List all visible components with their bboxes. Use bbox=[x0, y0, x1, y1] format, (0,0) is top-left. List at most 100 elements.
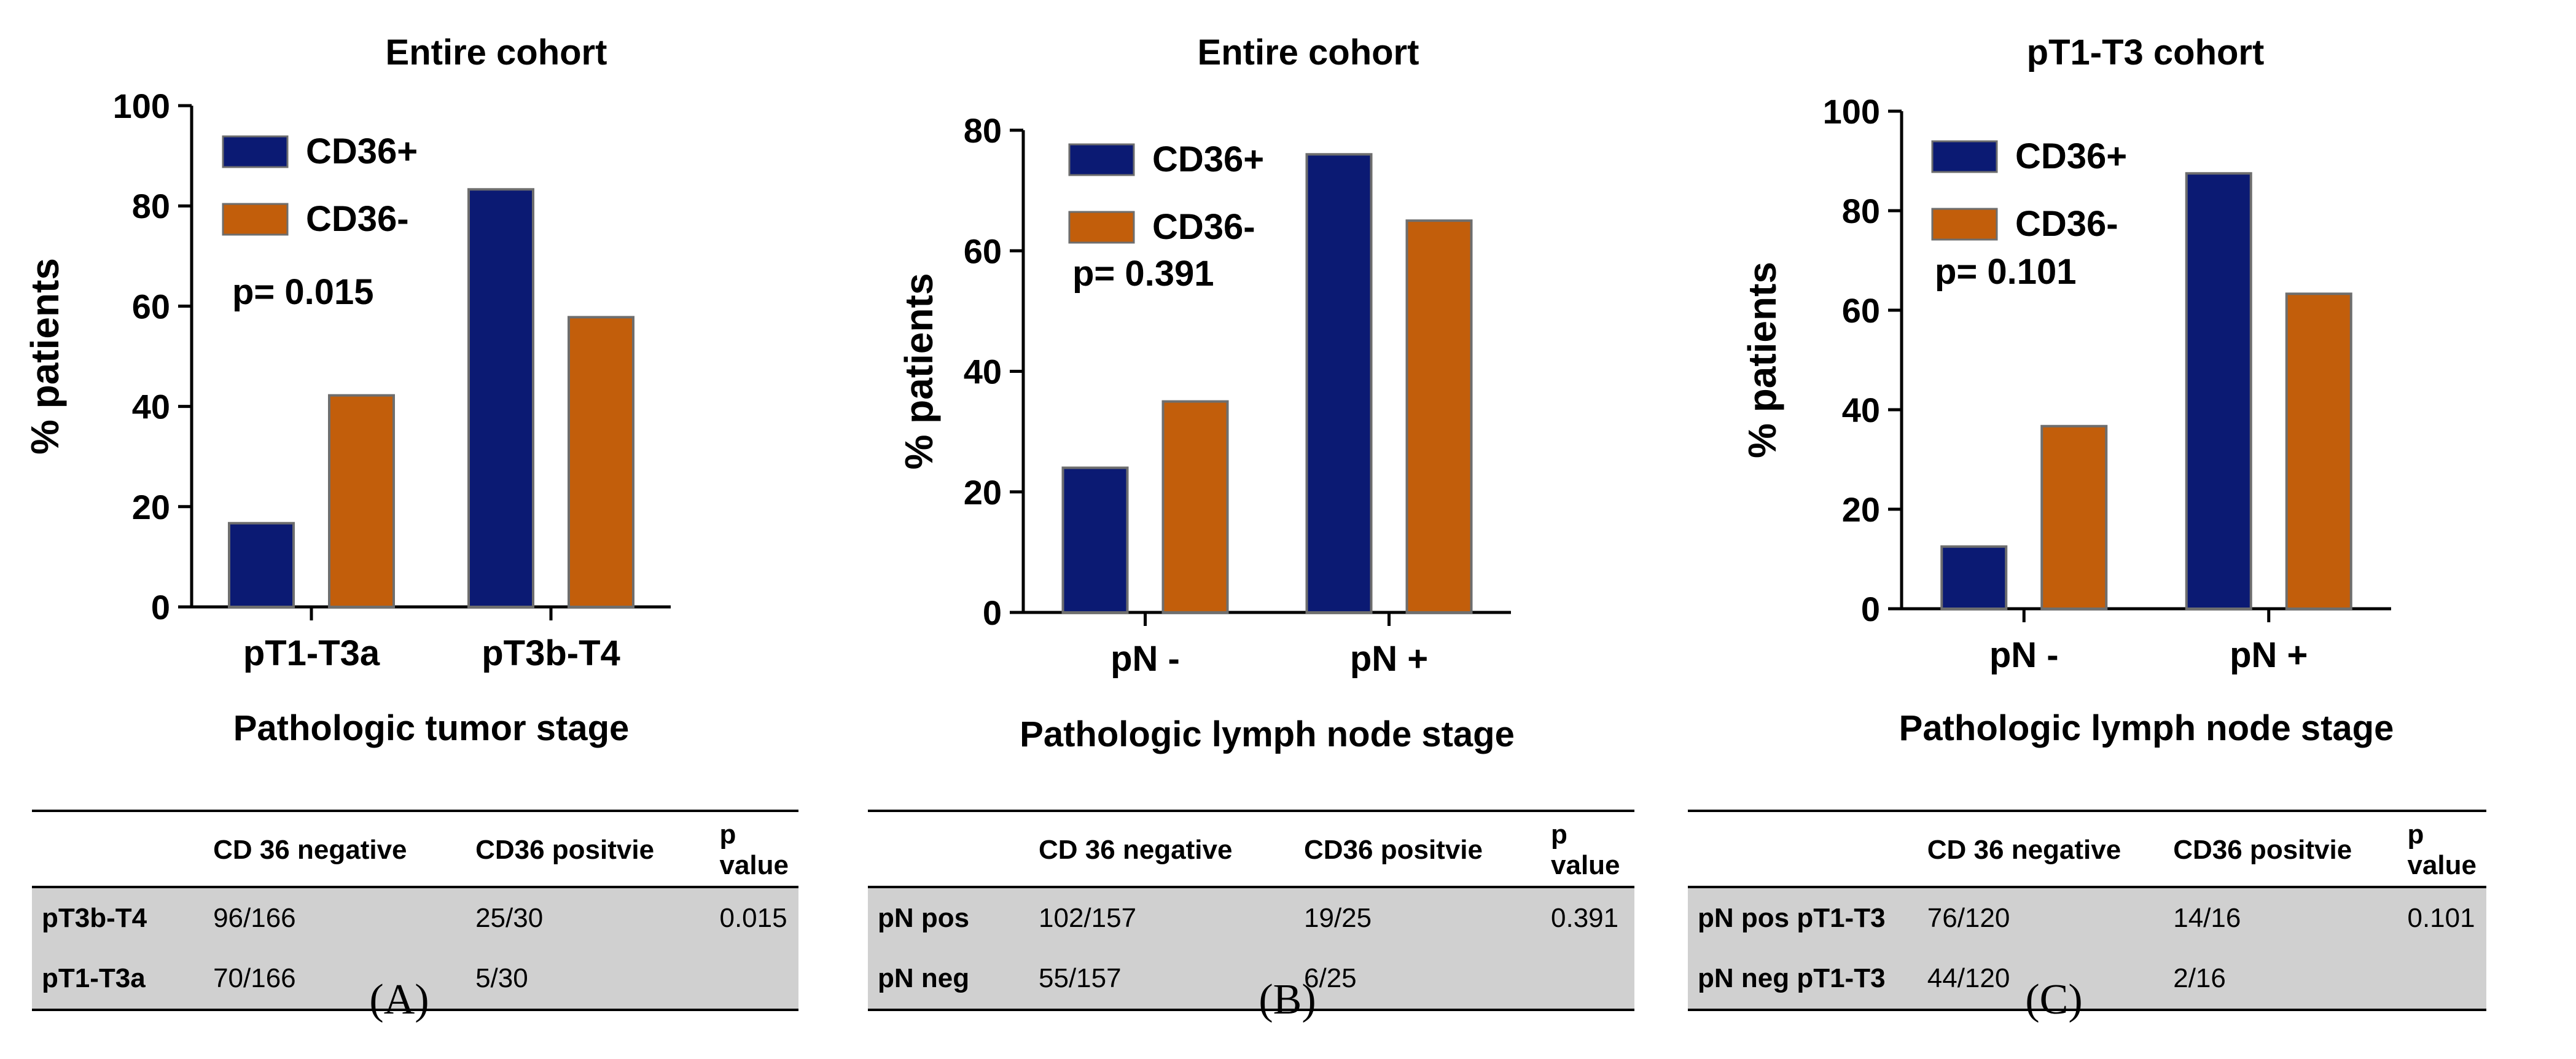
bar bbox=[2185, 172, 2252, 610]
chart-a: Entire cohort 0 20 40 60 80 100 % patients pT1-T… bbox=[23, 33, 671, 748]
y-tick-label: 80 bbox=[1842, 192, 1880, 230]
bar bbox=[1305, 153, 1373, 614]
data-table-c: CD 36 negative CD36 positvie p value pN … bbox=[1688, 810, 2486, 1011]
legend-label: CD36- bbox=[1152, 207, 1255, 247]
panel-label-b: (B) bbox=[1259, 976, 1316, 1023]
table-cell: 0.391 bbox=[1541, 887, 1634, 948]
table-row: pN pos 102/157 19/25 0.391 bbox=[868, 887, 1634, 948]
y-tick-label: 80 bbox=[964, 111, 1002, 150]
table-cell: 14/16 bbox=[2163, 887, 2398, 948]
table-header-row: CD 36 negative CD36 positvie p value bbox=[1688, 810, 2486, 888]
chart-title: pT1-T3 cohort bbox=[2027, 33, 2265, 72]
table-cell: 2/16 bbox=[2163, 948, 2398, 1011]
table-cell: pN pos pT1-T3 bbox=[1688, 887, 1918, 948]
legend-label: CD36+ bbox=[1152, 139, 1264, 179]
legend-label: CD36+ bbox=[306, 131, 418, 171]
panel-label-c: (C) bbox=[2025, 976, 2083, 1023]
table-cell: 70/166 bbox=[203, 948, 466, 1011]
table-cell bbox=[2397, 948, 2486, 1011]
y-tick-label: 0 bbox=[151, 588, 170, 627]
table-cell: 0.015 bbox=[709, 887, 798, 948]
x-tick-label: pN - bbox=[1110, 639, 1180, 679]
panel-label-a: (A) bbox=[369, 976, 429, 1023]
p-value-annotation: p= 0.101 bbox=[1935, 252, 2077, 292]
table-row: pT3b-T4 96/166 25/30 0.015 bbox=[32, 887, 798, 948]
y-tick-label: 20 bbox=[964, 473, 1002, 512]
bar bbox=[568, 316, 634, 608]
legend-swatch bbox=[222, 203, 289, 236]
table-header-cell: CD36 positvie bbox=[466, 810, 710, 888]
x-tick-label: pT3b-T4 bbox=[482, 633, 620, 673]
x-tick-label: pN - bbox=[1989, 635, 2059, 675]
table-cell: 44/120 bbox=[1917, 948, 2164, 1011]
legend-swatch bbox=[222, 135, 289, 168]
y-tick-label: 40 bbox=[132, 388, 170, 426]
table-cell: 55/157 bbox=[1029, 948, 1294, 1011]
bar bbox=[228, 522, 295, 609]
table-header-cell: p value bbox=[709, 810, 798, 888]
y-tick-label: 0 bbox=[1861, 590, 1880, 628]
bar bbox=[467, 188, 534, 609]
chart-b: Entire cohort 0 20 40 60 80 % patients pN - pN +… bbox=[897, 33, 1515, 754]
legend-swatch bbox=[1931, 140, 1998, 173]
bar bbox=[1405, 219, 1473, 614]
y-tick-label: 20 bbox=[1842, 490, 1880, 529]
table-row: pN pos pT1-T3 76/120 14/16 0.101 bbox=[1688, 887, 2486, 948]
table-cell: pT3b-T4 bbox=[32, 887, 204, 948]
panel-b: Entire cohort 0 20 40 60 80 % patients pN - pN +… bbox=[859, 0, 1717, 1059]
x-axis-label: Pathologic tumor stage bbox=[233, 708, 630, 748]
table-cell: 96/166 bbox=[203, 887, 466, 948]
bar bbox=[2040, 424, 2108, 610]
table-header-cell: CD36 positvie bbox=[1294, 810, 1541, 888]
legend-swatch bbox=[1931, 208, 1998, 241]
legend-label: CD36- bbox=[306, 199, 409, 239]
bar bbox=[2285, 292, 2352, 610]
table-cell: 6/25 bbox=[1294, 948, 1541, 1011]
panel-a: Entire cohort 0 20 40 60 80 100 % patients pT1-T… bbox=[0, 0, 859, 1059]
x-axis-label: Pathologic lymph node stage bbox=[1020, 714, 1515, 754]
legend-label: CD36+ bbox=[2015, 136, 2127, 176]
table-header-row: CD 36 negative CD36 positvie p value bbox=[32, 810, 798, 888]
y-axis-label: % patients bbox=[897, 273, 941, 469]
y-tick-label: 60 bbox=[1842, 291, 1880, 330]
y-axis-label: % patients bbox=[23, 258, 67, 455]
y-tick-label: 60 bbox=[132, 287, 170, 326]
panel-c: pT1-T3 cohort 0 20 40 60 80 100 % patients pN - p… bbox=[1688, 0, 2576, 1059]
bar bbox=[1940, 545, 2008, 610]
table-cell bbox=[709, 948, 798, 1011]
legend-label: CD36- bbox=[2015, 204, 2118, 244]
table-header-cell: p value bbox=[1541, 810, 1634, 888]
table-cell: 0.101 bbox=[2397, 887, 2486, 948]
y-tick-label: 20 bbox=[132, 488, 170, 526]
chart-c: pT1-T3 cohort 0 20 40 60 80 100 % patients pN - p… bbox=[1740, 33, 2394, 748]
bar bbox=[1061, 466, 1129, 614]
table-row: pN neg pT1-T3 44/120 2/16 bbox=[1688, 948, 2486, 1011]
table-cell: 5/30 bbox=[466, 948, 710, 1011]
chart-title: Entire cohort bbox=[386, 33, 607, 72]
table-header-cell: p value bbox=[2397, 810, 2486, 888]
table-cell: 76/120 bbox=[1917, 887, 2164, 948]
table-header-cell: CD 36 negative bbox=[1917, 810, 2164, 888]
data-table-b: CD 36 negative CD36 positvie p value pN … bbox=[868, 810, 1634, 1011]
p-value-annotation: p= 0.015 bbox=[232, 272, 374, 312]
table-cell: 19/25 bbox=[1294, 887, 1541, 948]
y-tick-label: 0 bbox=[983, 593, 1002, 632]
y-axis-label: % patients bbox=[1740, 262, 1784, 458]
table-cell: 25/30 bbox=[466, 887, 710, 948]
p-value-annotation: p= 0.391 bbox=[1072, 254, 1214, 294]
table-header-cell: CD 36 negative bbox=[1029, 810, 1294, 888]
table-cell: pN neg pT1-T3 bbox=[1688, 948, 1918, 1011]
y-tick-label: 100 bbox=[1823, 92, 1880, 131]
y-tick-label: 60 bbox=[964, 232, 1002, 270]
legend-swatch bbox=[1068, 211, 1135, 244]
table-cell bbox=[1541, 948, 1634, 1011]
chart-title: Entire cohort bbox=[1198, 33, 1419, 72]
x-tick-label: pT1-T3a bbox=[243, 633, 380, 673]
x-axis-label: Pathologic lymph node stage bbox=[1899, 708, 2394, 748]
table-header-cell bbox=[868, 810, 1029, 888]
table-header-cell bbox=[32, 810, 204, 888]
x-tick-label: pN + bbox=[2230, 635, 2308, 675]
table-cell: pN neg bbox=[868, 948, 1029, 1011]
table-row: pN neg 55/157 6/25 bbox=[868, 948, 1634, 1011]
data-table-a: CD 36 negative CD36 positvie p value pT3… bbox=[32, 810, 798, 1011]
